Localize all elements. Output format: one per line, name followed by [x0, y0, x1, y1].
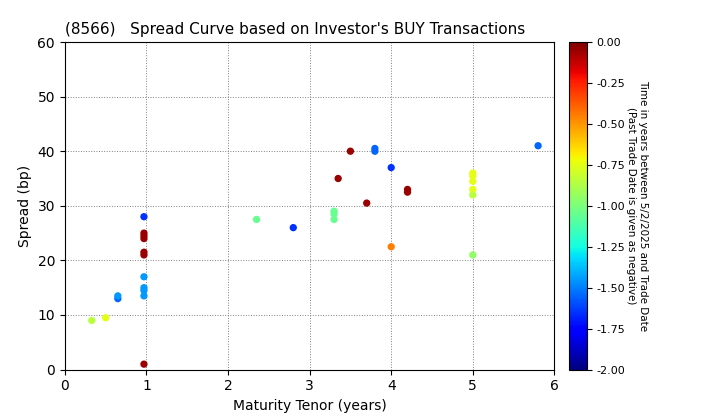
Point	[467, 172, 479, 179]
Point	[385, 164, 397, 171]
Point	[361, 200, 372, 206]
Point	[467, 178, 479, 184]
Point	[86, 317, 97, 324]
Point	[138, 273, 150, 280]
Point	[369, 148, 381, 155]
Point	[467, 170, 479, 176]
Point	[138, 235, 150, 242]
Point	[328, 210, 340, 218]
Point	[112, 295, 124, 302]
Point	[138, 361, 150, 368]
Point	[138, 230, 150, 236]
Point	[138, 249, 150, 255]
Point	[287, 224, 299, 231]
Point	[138, 287, 150, 294]
Point	[138, 232, 150, 239]
Y-axis label: Spread (bp): Spread (bp)	[18, 165, 32, 247]
Point	[467, 192, 479, 198]
Text: Time in years between 5/2/2025 and Trade Date
(Past Trade Date is given as negat: Time in years between 5/2/2025 and Trade…	[626, 80, 648, 331]
Point	[138, 292, 150, 299]
Point	[138, 252, 150, 258]
X-axis label: Maturity Tenor (years): Maturity Tenor (years)	[233, 399, 387, 413]
Point	[328, 216, 340, 223]
Point	[532, 142, 544, 149]
Point	[369, 145, 381, 152]
Point	[138, 284, 150, 291]
Point	[138, 213, 150, 220]
Point	[467, 186, 479, 193]
Text: (8566)   Spread Curve based on Investor's BUY Transactions: (8566) Spread Curve based on Investor's …	[65, 22, 525, 37]
Point	[333, 175, 344, 182]
Point	[402, 189, 413, 196]
Point	[100, 314, 112, 321]
Point	[251, 216, 262, 223]
Point	[385, 243, 397, 250]
Point	[112, 292, 124, 299]
Point	[402, 186, 413, 193]
Point	[467, 252, 479, 258]
Point	[328, 208, 340, 215]
Point	[345, 148, 356, 155]
